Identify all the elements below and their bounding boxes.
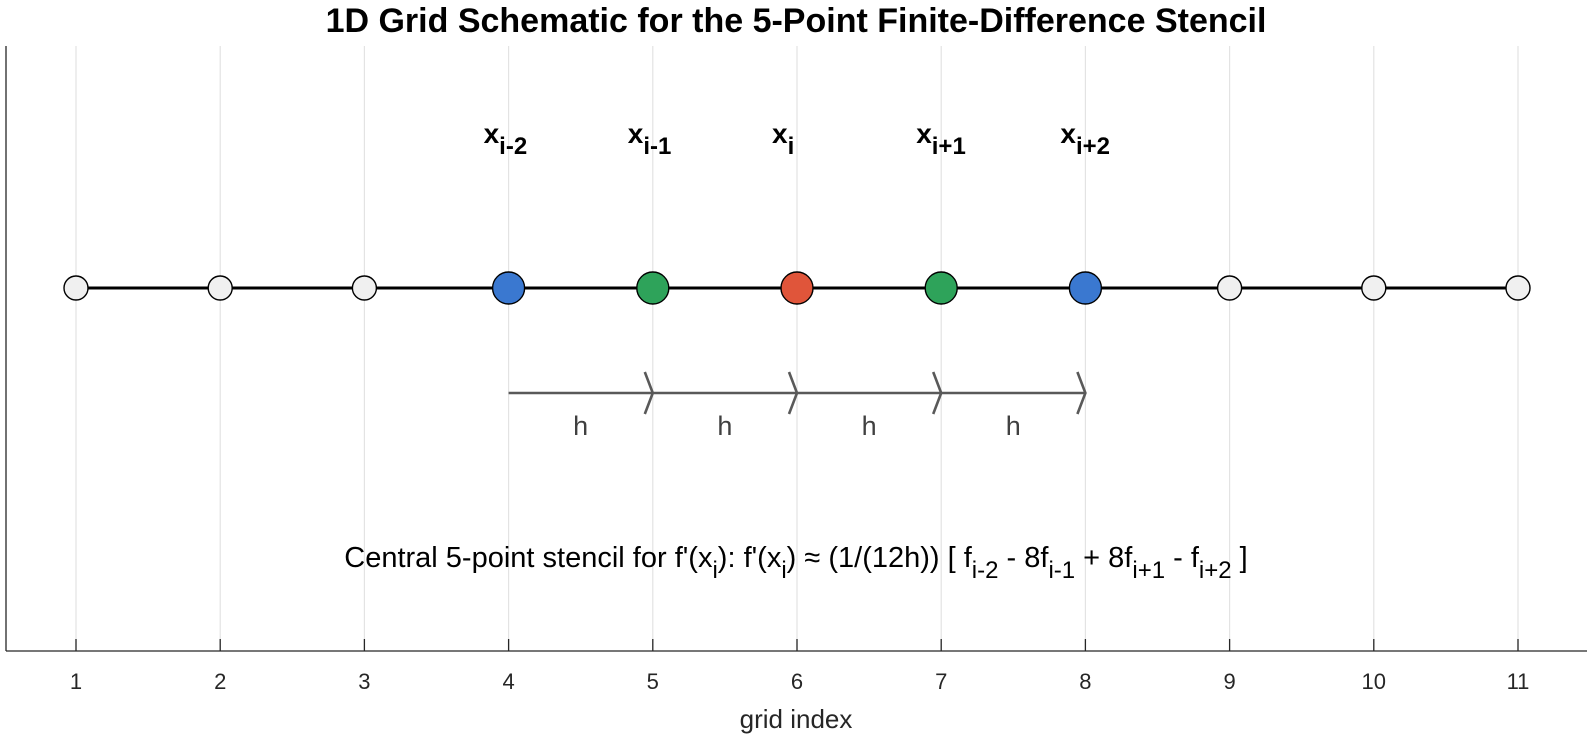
x-tick-label: 10 bbox=[1362, 669, 1386, 694]
stencil-point-label: xi-2 bbox=[484, 118, 528, 160]
grid-point-inactive bbox=[1505, 275, 1531, 301]
grid-point-inner bbox=[924, 271, 958, 305]
spacing-arrow-head bbox=[1076, 371, 1087, 415]
stencil-point-label: xi+2 bbox=[1060, 118, 1110, 160]
grid-point-outer bbox=[1068, 271, 1103, 305]
stencil-point-labels: xi-2 xi-1 xi xi+1 xi+2 bbox=[484, 118, 1110, 160]
stencil-point-label: xi-1 bbox=[628, 118, 672, 160]
grid-point-outer bbox=[491, 271, 526, 305]
grid-point-center bbox=[780, 271, 814, 305]
stencil-formula: Central 5-point stencil for f'(xi): f'(x… bbox=[344, 542, 1247, 584]
grid-points bbox=[63, 271, 1531, 305]
spacing-label-h: h bbox=[1006, 411, 1021, 441]
spacing-label-h: h bbox=[573, 411, 588, 441]
grid-point-inactive bbox=[207, 275, 233, 301]
x-tick-label: 8 bbox=[1079, 669, 1091, 694]
x-tick-label: 7 bbox=[935, 669, 947, 694]
x-tick-label: 5 bbox=[647, 669, 659, 694]
stencil-point-label: xi+1 bbox=[916, 118, 966, 160]
x-tick-label: 3 bbox=[358, 669, 370, 694]
spacing-label-h: h bbox=[862, 411, 877, 441]
x-tick-label: 6 bbox=[791, 669, 803, 694]
x-axis-ticks: 1 2 3 4 5 6 7 8 9 10 11 bbox=[70, 639, 1530, 694]
grid-point-inactive bbox=[63, 275, 89, 301]
x-tick-label: 4 bbox=[502, 669, 514, 694]
grid-point-inactive bbox=[1216, 275, 1243, 301]
vertical-grid-lines bbox=[75, 46, 1519, 651]
stencil-point-label: xi bbox=[772, 118, 794, 160]
grid-point-inactive bbox=[351, 275, 378, 301]
x-tick-label: 2 bbox=[214, 669, 226, 694]
x-axis-label: grid index bbox=[740, 704, 853, 734]
grid-point-inactive bbox=[1361, 275, 1387, 301]
x-tick-label: 1 bbox=[70, 669, 82, 694]
x-tick-label: 11 bbox=[1507, 669, 1530, 694]
x-tick-label: 9 bbox=[1223, 669, 1235, 694]
grid-point-inner bbox=[636, 271, 670, 305]
spacing-label-h: h bbox=[717, 411, 732, 441]
chart-title: 1D Grid Schematic for the 5-Point Finite… bbox=[326, 2, 1267, 40]
